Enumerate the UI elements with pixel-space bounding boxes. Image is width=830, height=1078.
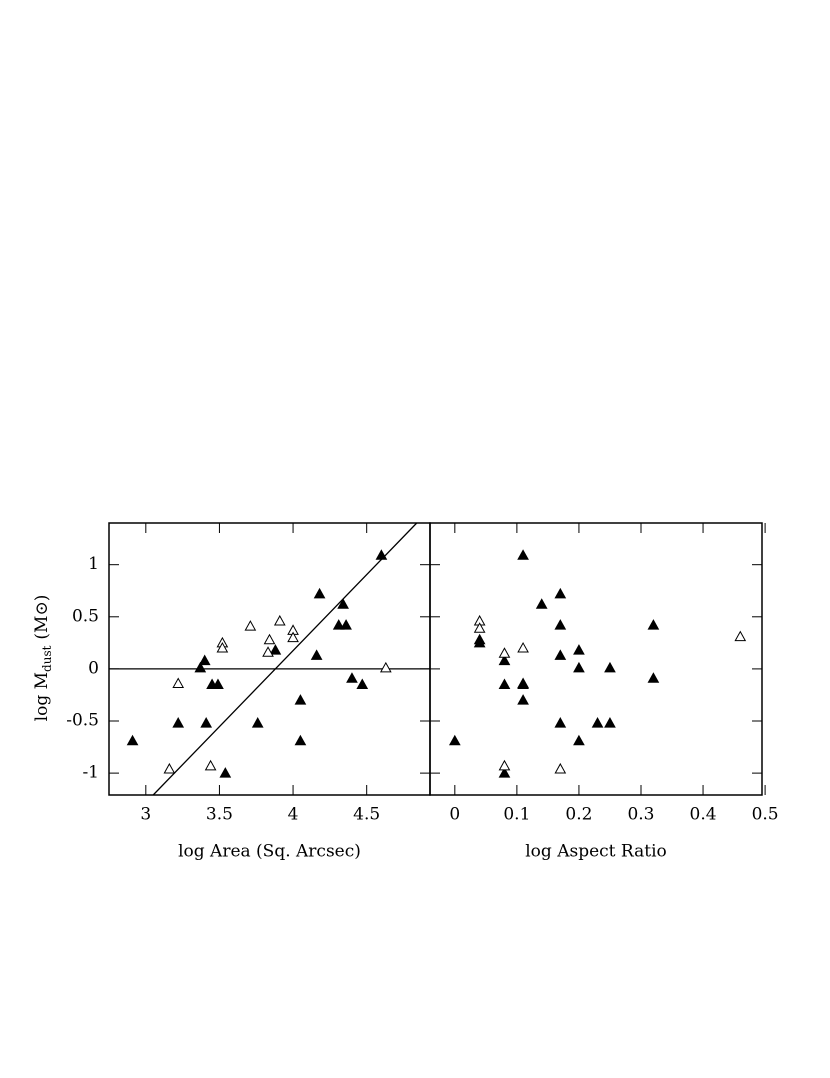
triangle-point [517,549,529,560]
triangle-point [604,717,616,728]
triangle-point [517,677,529,688]
triangle-point [204,759,217,771]
y-tick-label: 1 [88,554,99,574]
plot-frame [108,522,431,796]
reference-line [152,522,418,796]
triangle-point [473,622,486,633]
triangle-point [554,649,567,660]
triangle-point [647,672,660,683]
triangle-point [337,598,349,609]
triangle-point [198,654,211,666]
triangle-point [498,678,511,690]
x-tick-label: 0 [449,805,460,825]
triangle-point [498,647,511,658]
triangle-point [263,633,276,645]
triangle-point [262,646,274,657]
triangle-point [573,661,585,673]
triangle-point [294,734,307,746]
triangle-point [313,587,326,599]
triangle-point [219,767,232,778]
triangle-point [498,759,511,771]
triangle-point [573,734,585,746]
y-tick-label: 0 [88,658,99,678]
x-tick-label: 3 [140,805,151,825]
triangle-point [346,672,358,683]
x-tick-label: 0.5 [752,805,779,825]
x-axis-label: log Aspect Ratio [525,842,667,862]
x-tick-label: 4.5 [353,805,380,825]
plot-frame [429,522,763,796]
triangle-point [294,694,307,705]
triangle-point [212,678,224,690]
triangle-point [340,619,352,630]
triangle-point [332,619,345,630]
triangle-point [554,619,567,630]
y-label-main: log M [32,672,52,721]
triangle-point [356,678,369,690]
x-axis-label: log Area (Sq. Arcsec) [178,842,361,862]
x-tick-label: 0.1 [503,805,530,825]
x-tick-label: 0.4 [690,805,717,825]
triangle-point [375,549,388,560]
triangle-point [734,630,747,642]
triangle-point [269,644,282,655]
triangle-point [554,587,567,599]
y-tick-label: 0.5 [72,606,99,626]
triangle-point [163,762,176,774]
y-label-sub: dust [40,645,54,672]
y-axis-label: log Mdust (M⊙) [32,595,54,722]
triangle-point [216,642,229,653]
x-tick-label: 0.2 [565,805,592,825]
triangle-point [273,614,286,626]
triangle-point [591,717,604,728]
triangle-point [287,631,299,643]
triangle-point [604,661,616,673]
triangle-point [126,734,139,746]
triangle-point [200,717,213,728]
triangle-point [379,661,392,673]
triangle-point [473,636,486,648]
triangle-point [498,654,511,666]
triangle-point [448,734,461,746]
y-label-unit: (M⊙) [32,595,52,640]
x-tick-label: 3.5 [206,805,233,825]
triangle-point [517,642,529,653]
triangle-point [517,694,529,705]
x-tick-label: 0.3 [627,805,654,825]
y-tick-label: -1 [82,763,99,783]
triangle-point [251,717,264,728]
triangle-point [244,620,257,631]
triangle-point [172,677,185,688]
triangle-point [498,767,511,778]
triangle-point [554,762,567,774]
triangle-point [647,619,660,630]
triangle-point [194,661,207,673]
x-tick-label: 4 [288,805,299,825]
triangle-point [172,717,185,728]
y-tick-label: -0.5 [66,711,99,731]
triangle-point [310,649,323,660]
triangle-point [554,717,567,728]
triangle-point [573,644,585,655]
triangle-point [535,598,548,609]
